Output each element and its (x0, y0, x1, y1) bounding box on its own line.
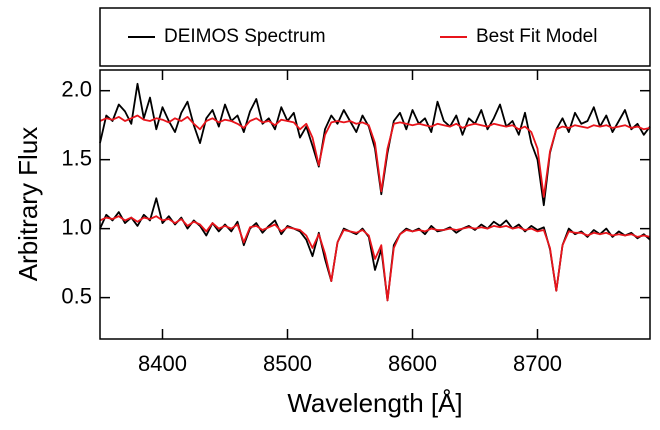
y-tick-label: 1.0 (61, 214, 92, 239)
spectrum-line (99, 215, 651, 302)
legend-label: Best Fit Model (476, 26, 597, 47)
plot-area (99, 82, 651, 302)
plot-frame (99, 69, 651, 340)
x-tick-label: 8400 (138, 351, 187, 376)
x-tick-label: 8700 (513, 351, 562, 376)
y-tick-label: 1.5 (61, 145, 92, 170)
legend-label: DEIMOS Spectrum (164, 26, 326, 47)
y-tick-label: 0.5 (61, 283, 92, 308)
x-tick-label: 8600 (388, 351, 437, 376)
spectrum-line (99, 197, 651, 302)
y-axis-title: Arbitrary Flux (13, 127, 43, 282)
spectrum-line (99, 114, 651, 198)
x-tick-label: 8500 (263, 351, 312, 376)
x-axis-title: Wavelength [Å] (287, 388, 462, 418)
legend-box (99, 7, 651, 67)
y-tick-label: 2.0 (61, 77, 92, 102)
